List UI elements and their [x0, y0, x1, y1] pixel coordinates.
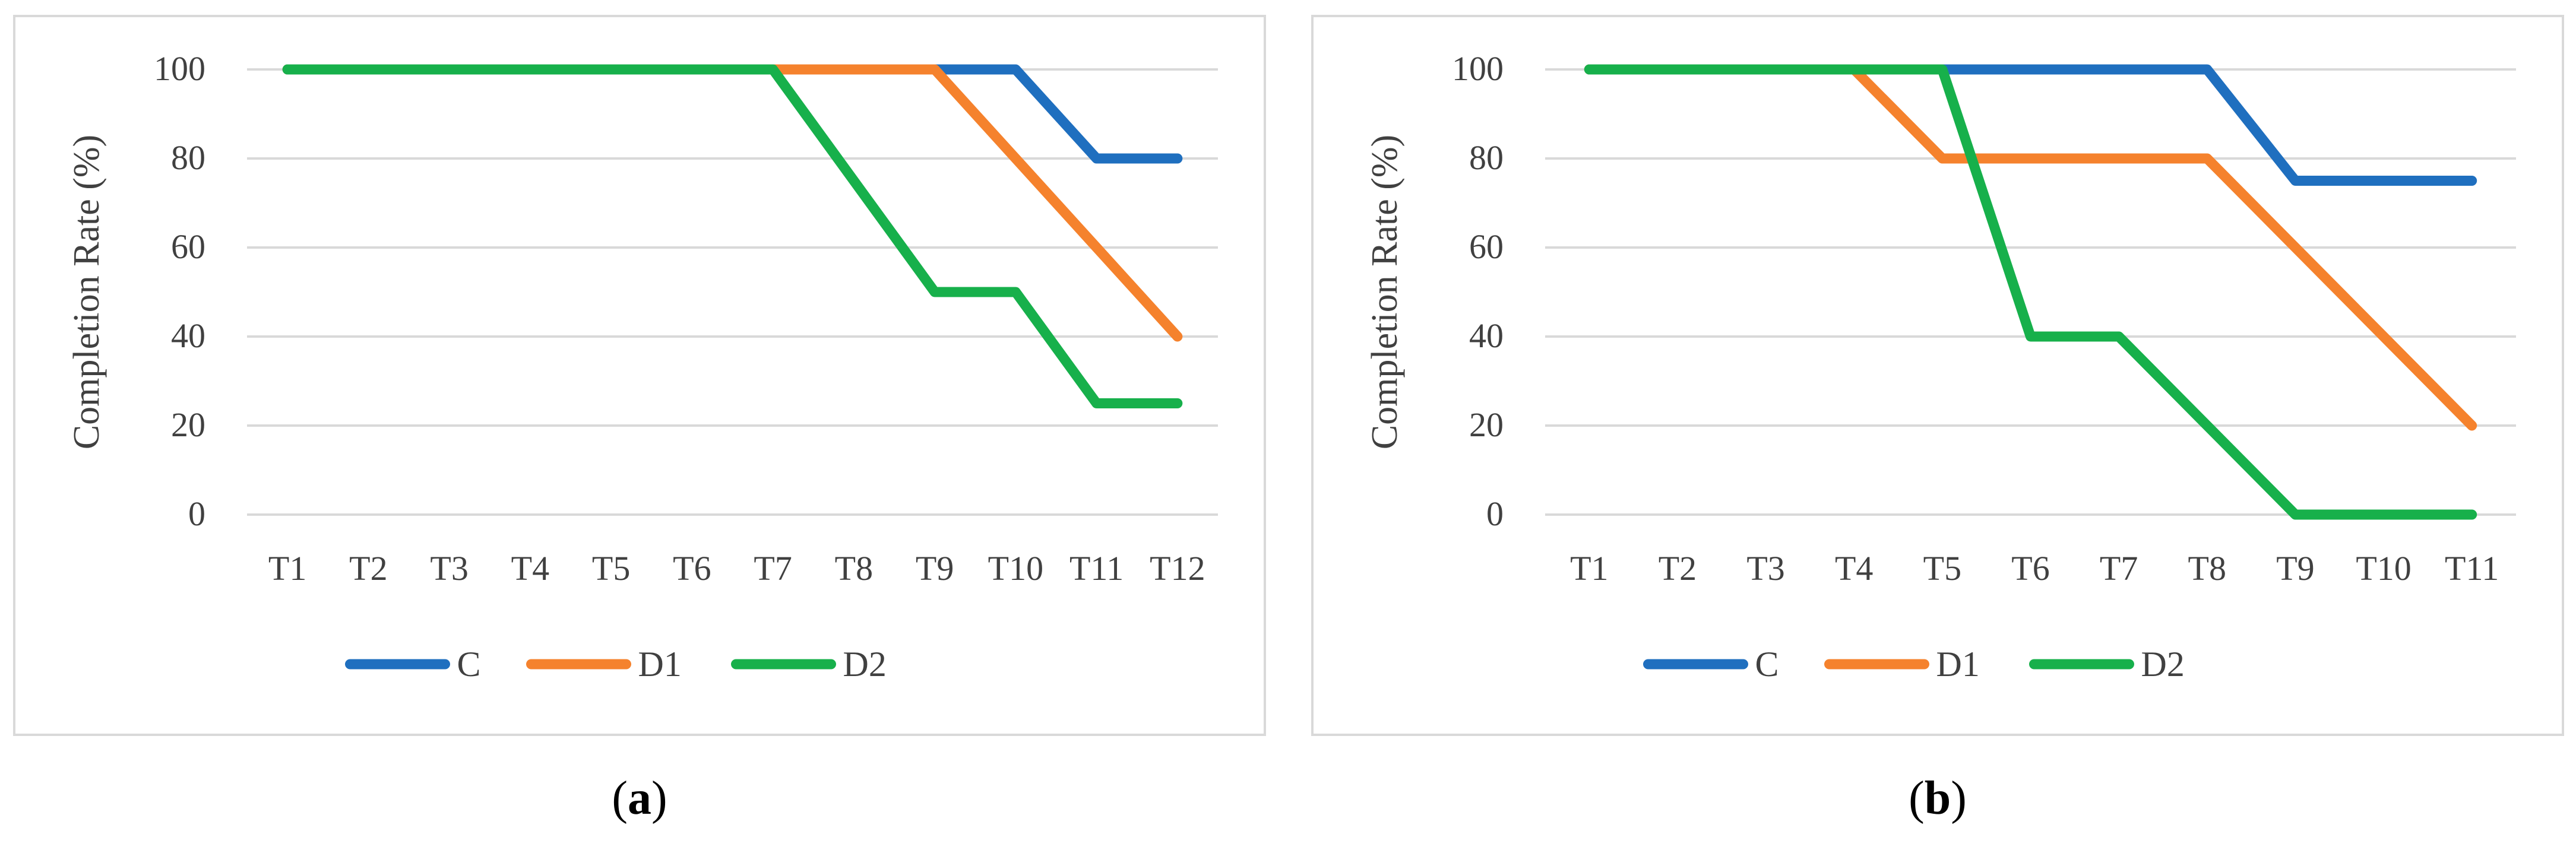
- y-tick-label: 80: [1469, 138, 1504, 177]
- y-tick-label: 60: [1469, 227, 1504, 266]
- caption-a: (a): [612, 772, 667, 824]
- chart-panel-b: 0 20 40 60 80 100 T1 T2 T3 T4 T5 T6 T7 T8 T9 T10 T11 Comp…: [1311, 15, 2564, 736]
- y-tick-label: 0: [188, 494, 205, 533]
- y-tick-label: 40: [1469, 316, 1504, 355]
- y-tick-label: 0: [1486, 494, 1504, 533]
- series-line-c: [282, 64, 1183, 164]
- x-tick-label: T8: [835, 549, 873, 588]
- x-tick-label: T7: [2100, 549, 2138, 588]
- x-tick-label: T10: [2356, 549, 2411, 588]
- legend-label-c: C: [1755, 645, 1779, 684]
- legend-label-c: C: [457, 645, 481, 684]
- legend-label-d2: D2: [843, 645, 887, 684]
- series-line-d2: [282, 64, 1183, 408]
- x-tick-label: T11: [2445, 549, 2499, 588]
- y-axis-title: Completion Rate (%): [67, 135, 107, 449]
- series-line-d1: [282, 64, 1183, 342]
- y-tick-label: 80: [171, 138, 205, 177]
- x-tick-label: T4: [1835, 549, 1873, 588]
- x-tick-label: T1: [1570, 549, 1608, 588]
- y-axis-title: Completion Rate (%): [1365, 135, 1405, 449]
- legend-label-d1: D1: [1936, 645, 1980, 684]
- y-tick-label: 100: [1452, 49, 1504, 88]
- x-tick-label: T5: [1923, 549, 1961, 588]
- x-tick-label: T3: [430, 549, 468, 588]
- x-tick-label: T6: [2011, 549, 2049, 588]
- x-tick-label: T4: [511, 549, 549, 588]
- x-tick-label: T6: [673, 549, 711, 588]
- y-tick-label: 40: [171, 316, 205, 355]
- x-tick-label: T11: [1069, 549, 1124, 588]
- y-tick-label: 100: [154, 49, 205, 88]
- x-tick-label: T7: [754, 549, 792, 588]
- chart-panel-a: 0 20 40 60 80 100 T1 T2 T3 T4 T5 T6 T7 T8 T9 T10 T11 T12 C…: [13, 15, 1266, 736]
- x-tick-label: T9: [916, 549, 954, 588]
- y-tick-label: 20: [171, 405, 205, 444]
- x-tick-label: T5: [592, 549, 630, 588]
- x-tick-label: T2: [349, 549, 387, 588]
- x-tick-label: T9: [2276, 549, 2314, 588]
- y-tick-label: 20: [1469, 405, 1504, 444]
- x-tick-label: T8: [2188, 549, 2226, 588]
- x-tick-label: T1: [268, 549, 306, 588]
- x-tick-label: T10: [988, 549, 1043, 588]
- caption-b: (b): [1909, 772, 1967, 824]
- legend-label-d2: D2: [2141, 645, 2185, 684]
- y-tick-label: 60: [171, 227, 205, 266]
- x-tick-label: T12: [1150, 549, 1205, 588]
- x-tick-label: T3: [1746, 549, 1784, 588]
- legend-label-d1: D1: [638, 645, 682, 684]
- series-line-c: [1584, 64, 2477, 186]
- series-line-d2: [1584, 64, 2477, 520]
- x-tick-label: T2: [1659, 549, 1697, 588]
- line-chart-a: 0 20 40 60 80 100 T1 T2 T3 T4 T5 T6 T7 T8 T9 T10 T11 T12 C…: [67, 49, 1218, 684]
- line-chart-b: 0 20 40 60 80 100 T1 T2 T3 T4 T5 T6 T7 T8 T9 T10 T11 Comp…: [1365, 49, 2516, 684]
